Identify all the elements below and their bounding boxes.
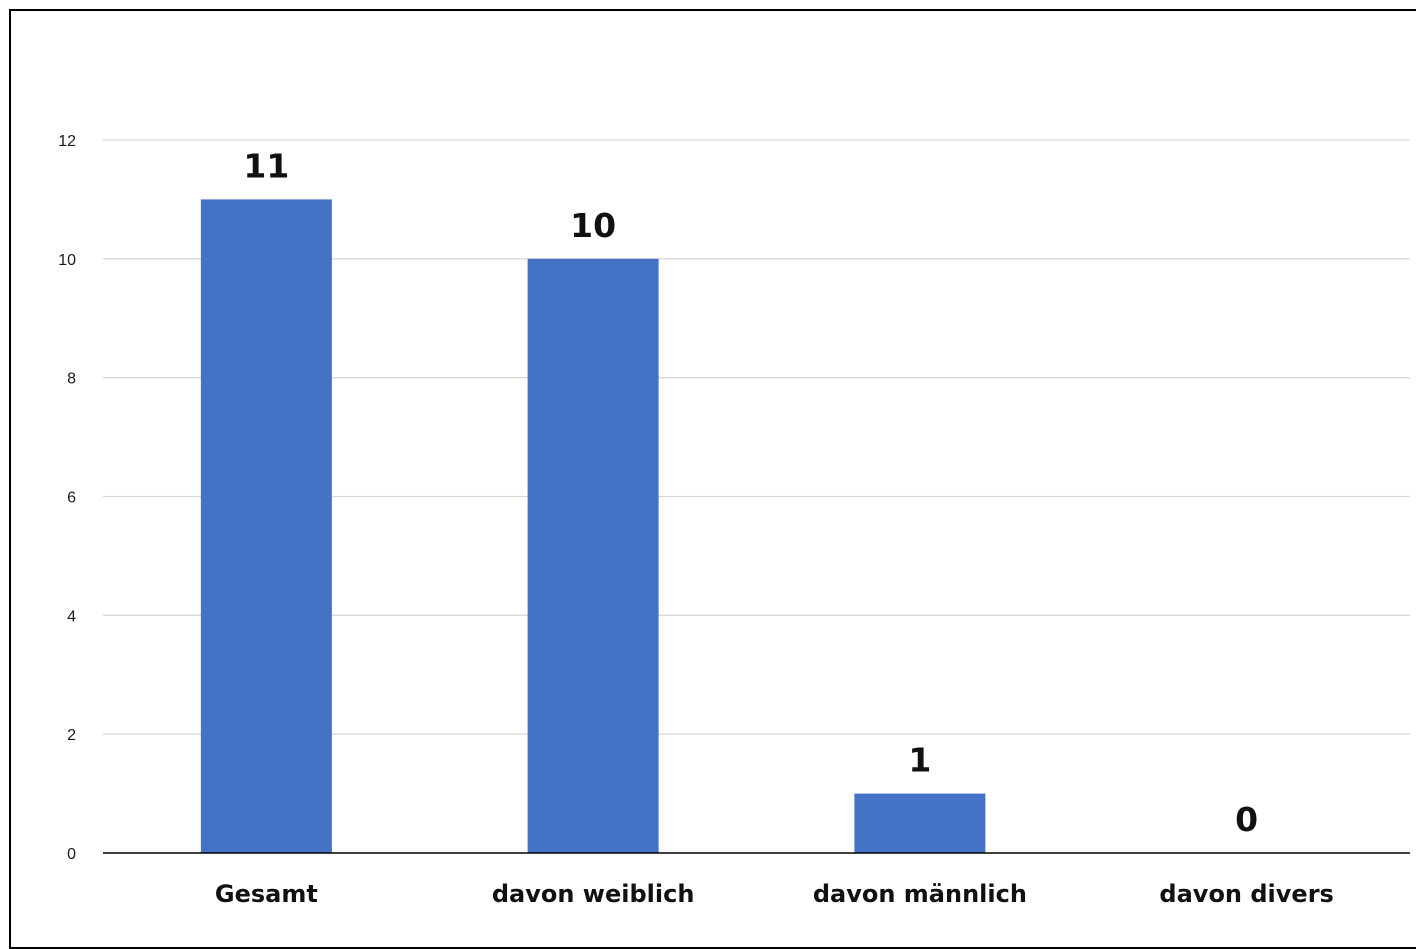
bar [200,199,332,853]
y-tick-label: 6 [67,490,76,507]
data-label: 11 [243,146,289,185]
x-tick-label: Gesamt [215,880,318,908]
x-tick-label: davon männlich [813,880,1027,908]
bar [527,258,659,853]
y-tick-label: 10 [58,252,76,269]
y-tick-label: 8 [67,371,76,388]
data-label: 10 [570,206,616,245]
y-tick-label: 12 [58,133,76,150]
y-axis-tick-labels: 0 2 4 6 8 10 12 [58,133,76,863]
y-tick-label: 2 [67,727,76,744]
x-tick-label: davon weiblich [492,880,695,908]
x-axis-category-labels: Gesamt davon weiblich davon männlich davon … [215,880,1334,908]
data-label: 1 [908,741,931,780]
data-label: 0 [1235,800,1258,839]
bars [200,199,986,853]
bar [854,793,986,853]
x-tick-label: davon divers [1159,880,1333,908]
y-tick-label: 0 [67,846,76,863]
y-tick-label: 4 [67,608,76,625]
